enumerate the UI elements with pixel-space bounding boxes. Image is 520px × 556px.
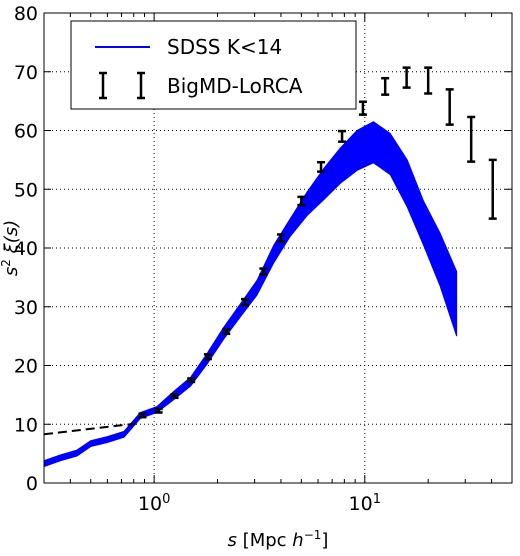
x-tick-label: 101 bbox=[349, 492, 381, 516]
bigmd-errorbar bbox=[424, 66, 433, 95]
bigmd-errorbar bbox=[259, 267, 268, 276]
sdss-band bbox=[44, 121, 458, 468]
y-tick-label: 30 bbox=[14, 297, 38, 319]
y-tick-label: 40 bbox=[14, 238, 38, 260]
bigmd-errorbar bbox=[240, 297, 249, 307]
bigmd-errorbar bbox=[138, 412, 147, 419]
bigmd-errorbar bbox=[297, 195, 306, 207]
bigmd-errorbar bbox=[445, 88, 454, 126]
legend-swatch-bigmd bbox=[99, 71, 145, 100]
bigmd-errorbar bbox=[467, 115, 476, 163]
bigmd-errorbar bbox=[187, 377, 196, 384]
bigmd-errorbar bbox=[338, 129, 347, 143]
y-tick-label: 50 bbox=[14, 179, 38, 201]
y-axis-label: s2 ξ(s) bbox=[0, 220, 22, 276]
y-tick-label: 10 bbox=[14, 414, 38, 436]
bigmd-errorbar bbox=[170, 393, 179, 400]
bigmd-dashed-extension bbox=[44, 422, 141, 436]
legend-box bbox=[70, 20, 357, 110]
data-layer bbox=[44, 66, 497, 468]
bigmd-errorbar bbox=[358, 100, 367, 116]
bigmd-errorbar bbox=[402, 66, 411, 89]
tick-labels: 0 10 20 30 40 50 60 70 80 100 101 bbox=[14, 3, 381, 515]
x-tick-label: 100 bbox=[138, 492, 170, 516]
bigmd-errorbar bbox=[488, 158, 497, 220]
y-tick-label: 20 bbox=[14, 356, 38, 378]
bigmd-errorbar bbox=[276, 233, 285, 243]
y-tick-label: 80 bbox=[14, 3, 38, 25]
legend: SDSS K<14 BigMD-LoRCA bbox=[70, 20, 357, 110]
bigmd-errorbar bbox=[222, 327, 231, 336]
legend-label-sdss: SDSS K<14 bbox=[167, 35, 282, 59]
bigmd-errorbar bbox=[203, 353, 212, 361]
ticks bbox=[43, 12, 512, 484]
y-tick-label: 0 bbox=[26, 473, 38, 495]
bigmd-errorbar bbox=[381, 76, 390, 96]
bigmd-errorbar bbox=[317, 160, 326, 173]
bigmd-errorbar bbox=[154, 407, 163, 414]
x-axis-label: s [Mpc h−1] bbox=[228, 528, 329, 551]
y-tick-label: 70 bbox=[14, 62, 38, 84]
y-tick-label: 60 bbox=[14, 121, 38, 143]
legend-label-bigmd: BigMD-LoRCA bbox=[167, 74, 303, 98]
